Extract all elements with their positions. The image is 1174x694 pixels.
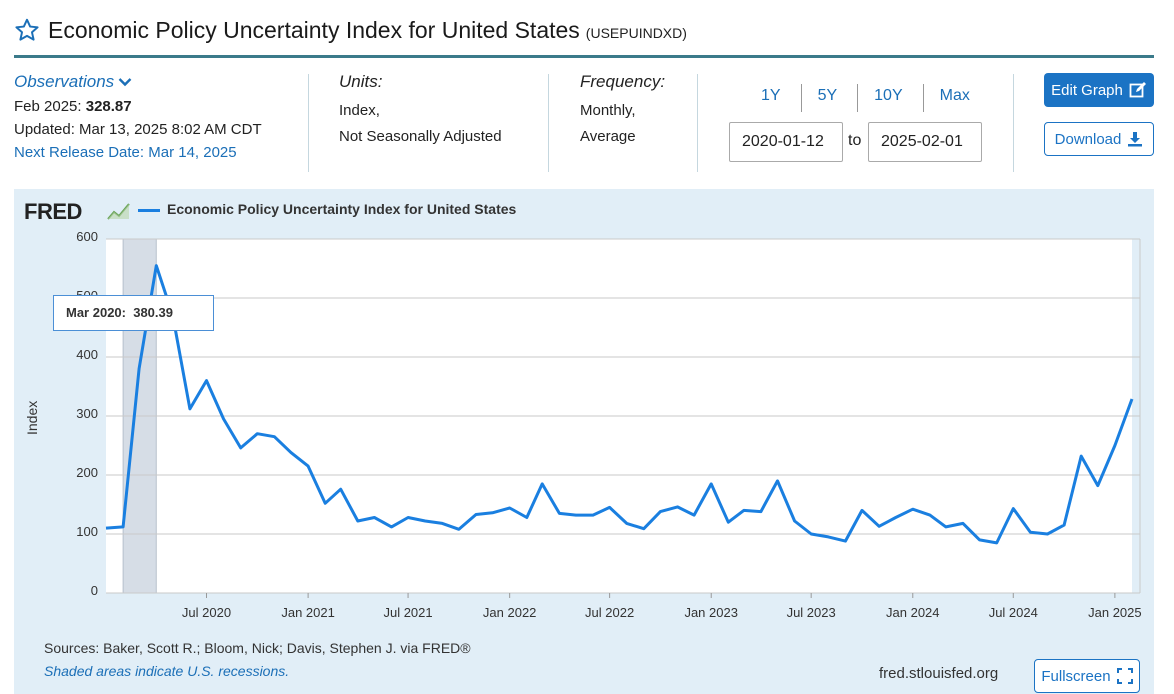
edit-graph-button[interactable]: Edit Graph [1044,73,1154,107]
legend-swatch [138,209,160,212]
divider [1013,74,1014,172]
x-tick-label: Jul 2022 [585,605,635,620]
next-release-link[interactable]: Next Release Date: Mar 14, 2025 [14,144,237,161]
units-header: Units: [339,72,383,91]
page-title: Economic Policy Uncertainty Index for Un… [48,16,580,43]
to-label: to [848,132,862,149]
x-tick-label: Jan 2024 [886,605,940,620]
download-label: Download [1054,130,1122,148]
units-panel: Units: Index, Not Seasonally Adjusted [339,72,502,150]
fullscreen-label: Fullscreen [1041,667,1111,685]
y-tick-label: 600 [76,229,98,244]
x-tick-label: Jul 2023 [786,605,836,620]
chevron-down-icon [118,78,132,87]
frequency-header: Frequency: [580,72,666,91]
y-tick-label: 200 [76,465,98,480]
updated-text: Updated: Mar 13, 2025 8:02 AM CDT [14,121,262,138]
x-tick-label: Jul 2024 [988,605,1038,620]
fred-url: fred.stlouisfed.org [879,665,999,682]
title-row: Economic Policy Uncertainty Index for Un… [14,14,687,46]
fred-logo-icon [107,203,130,220]
title-divider [14,55,1154,58]
divider [308,74,309,172]
fred-logo: FRED [24,199,82,224]
y-tick-label: 400 [76,347,98,362]
frequency-line-1: Monthly, [580,102,636,119]
graph-panel: FRED Economic Policy Uncertainty Index f… [14,189,1154,694]
y-tick-label: 300 [76,406,98,421]
chart-title: Economic Policy Uncertainty Index for Un… [167,201,517,217]
latest-date: Feb 2025: [14,98,82,115]
download-button[interactable]: Download [1044,122,1154,156]
end-date-input[interactable]: 2025-02-01 [868,122,982,162]
latest-observation: Feb 2025: 328.87 [14,98,262,115]
y-tick-label: 100 [76,524,98,539]
observations-dropdown[interactable]: Observations [14,72,262,92]
chart-plot[interactable] [14,189,1154,629]
range-5y-button[interactable]: 5Y [800,84,858,112]
sources-text: Sources: Baker, Scott R.; Bloom, Nick; D… [44,640,471,656]
latest-value: 328.87 [85,98,132,115]
observations-panel: Observations Feb 2025: 328.87 Updated: M… [14,72,262,161]
range-selector: 1Y 5Y 10Y Max [745,84,990,112]
start-date-input[interactable]: 2020-01-12 [729,122,843,162]
download-icon [1128,132,1143,147]
recession-note-link[interactable]: Shaded areas indicate U.S. recessions. [44,663,290,679]
range-1y-button[interactable]: 1Y [761,87,781,104]
x-tick-label: Jan 2022 [482,605,537,620]
expand-icon [1116,668,1133,684]
series-id: (USEPUINDXD) [585,25,687,41]
edit-graph-label: Edit Graph [1051,81,1123,99]
observations-label: Observations [14,72,115,91]
units-line-1: Index, [339,102,380,119]
range-10y-button[interactable]: 10Y [857,84,922,112]
edit-icon [1129,82,1146,98]
x-tick-label: Jan 2025 [1088,605,1142,620]
x-tick-label: Jul 2021 [383,605,433,620]
units-line-2: Not Seasonally Adjusted [339,128,502,145]
divider [697,74,698,172]
frequency-line-2: Average [580,128,636,145]
chart-tooltip: Mar 2020: 380.39 [53,295,214,331]
x-tick-label: Jan 2023 [684,605,738,620]
frequency-panel: Frequency: Monthly, Average [580,72,665,150]
range-max-button[interactable]: Max [922,84,990,112]
x-tick-label: Jul 2020 [181,605,232,620]
series-line [105,264,1134,545]
tooltip-date: Mar 2020: [66,305,126,320]
tooltip-value: 380.39 [133,305,173,320]
fullscreen-button[interactable]: Fullscreen [1034,659,1140,693]
y-tick-label: 0 [90,583,98,598]
x-tick-label: Jan 2021 [281,605,335,620]
divider [548,74,549,172]
star-icon[interactable] [14,17,40,43]
